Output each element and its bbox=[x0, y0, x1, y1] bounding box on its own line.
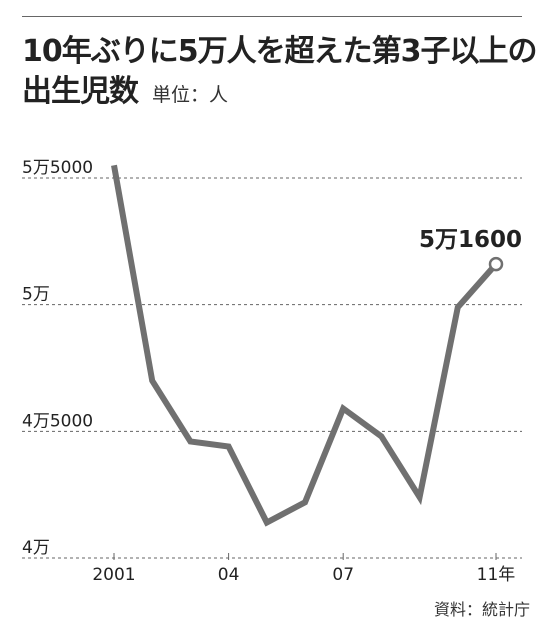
x-tick-label: 11年 bbox=[477, 565, 516, 585]
chart-title-line-1: 10年ぶりに5万人を超えた第3子以上の bbox=[22, 34, 537, 69]
series-line bbox=[111, 164, 499, 527]
data-label: 5万1600 bbox=[419, 227, 522, 253]
top-rule bbox=[22, 16, 522, 17]
chart-title-line-2: 出生児数 単位：人 bbox=[22, 66, 228, 110]
x-tick-label: 04 bbox=[218, 565, 240, 585]
x-tick-label: 07 bbox=[332, 565, 354, 585]
endpoint-marker bbox=[488, 256, 504, 272]
chart-title-line-2-text: 出生児数 bbox=[22, 74, 139, 109]
y-tick-label: 5万5000 bbox=[22, 158, 93, 178]
x-tick-label: 2001 bbox=[92, 565, 135, 585]
y-tick-label: 4万5000 bbox=[22, 411, 93, 431]
unit-label: 単位：人 bbox=[152, 84, 229, 106]
y-tick-label: 4万 bbox=[22, 538, 50, 558]
y-tick-label: 5万 bbox=[22, 285, 50, 305]
source-label: 資料：統計庁 bbox=[433, 600, 530, 619]
